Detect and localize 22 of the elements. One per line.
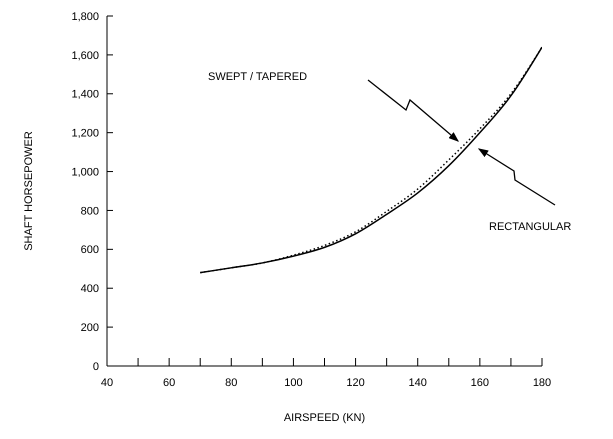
x-tick-label: 60 <box>163 376 176 389</box>
annotation: RECTANGULAR <box>489 221 572 233</box>
x-tick-label: 140 <box>408 376 427 389</box>
y-tick-label: 1,200 <box>71 128 99 140</box>
y-tick-label: 200 <box>80 322 99 334</box>
y-tick-label: 1,400 <box>71 88 99 101</box>
y-tick-label: 800 <box>80 205 99 218</box>
y-tick-label: 1,600 <box>71 50 99 62</box>
y-axis-title: SHAFT HORSEPOWER <box>22 131 35 251</box>
annotation: SWEPT / TAPERED <box>208 71 308 83</box>
y-tick-label: 600 <box>80 244 99 256</box>
x-axis-title: AIRSPEED (KN) <box>284 412 366 424</box>
x-tick-label: 120 <box>346 376 365 389</box>
y-tick-label: 1,000 <box>71 166 99 178</box>
y-tick-label: 400 <box>80 283 99 296</box>
x-tick-label: 100 <box>284 376 303 389</box>
x-tick-label: 180 <box>532 376 552 389</box>
x-tick-label: 80 <box>225 376 238 389</box>
x-tick-label: 40 <box>100 376 114 389</box>
x-tick-label: 160 <box>470 376 490 389</box>
y-tick-label: 1,800 <box>71 10 99 23</box>
y-tick-label: 0 <box>92 360 99 373</box>
